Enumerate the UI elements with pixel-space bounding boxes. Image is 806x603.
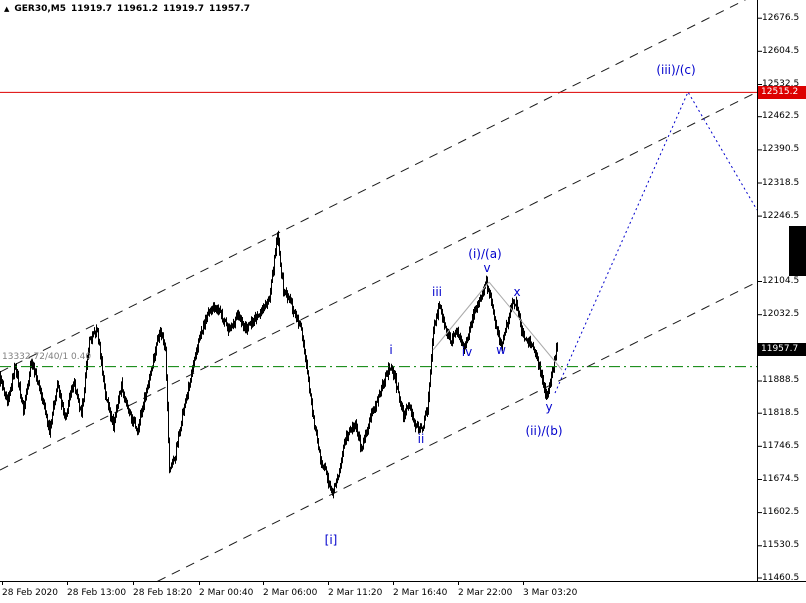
gray-trendline bbox=[488, 281, 563, 371]
gray-trendline bbox=[432, 281, 490, 351]
target-zone-rectangle[interactable] bbox=[789, 226, 806, 276]
ohlc-high: 11961.2 bbox=[117, 4, 159, 14]
alert-price-badge: 12515.2 bbox=[758, 85, 806, 99]
projection-dotted-line bbox=[554, 90, 757, 394]
candles bbox=[0, 230, 558, 499]
current-price-badge: 11957.7 bbox=[758, 342, 806, 356]
ohlc-low: 11919.7 bbox=[163, 4, 205, 14]
up-arrow-icon: ▲ bbox=[4, 4, 10, 13]
channel-dashed-line bbox=[0, 0, 747, 373]
symbol-info: ▲ GER30,M5 11919.7 11961.2 11919.7 11957… bbox=[4, 4, 250, 14]
ohlc-close: 11957.7 bbox=[209, 4, 251, 14]
channel-dashed-line bbox=[157, 281, 757, 581]
channel-dashed-line bbox=[0, 91, 757, 471]
order-line-label[interactable]: 13332.72/40/1 0.40 bbox=[2, 352, 92, 362]
symbol-timeframe: GER30,M5 bbox=[14, 4, 67, 14]
ohlc-open: 11919.7 bbox=[71, 4, 113, 14]
